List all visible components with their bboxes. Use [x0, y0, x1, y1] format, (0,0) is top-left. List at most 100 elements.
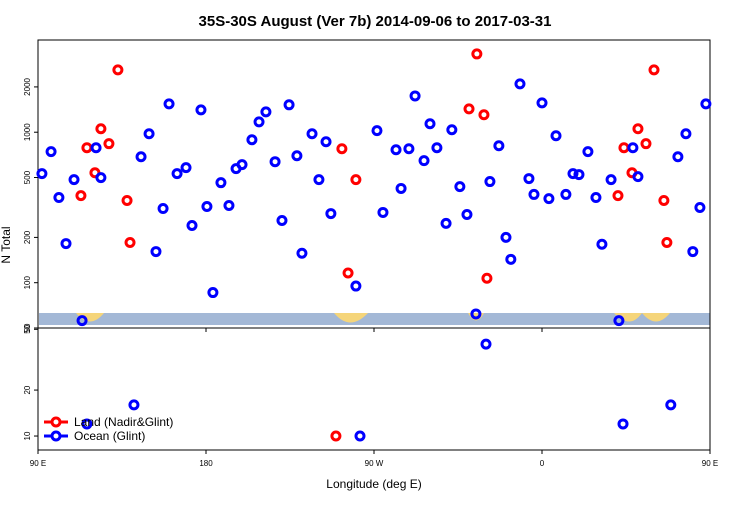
y-tick-label: 20	[23, 385, 32, 394]
point	[431, 142, 443, 154]
point	[680, 128, 692, 140]
point	[661, 236, 673, 248]
point	[171, 168, 183, 180]
point	[354, 430, 366, 442]
point	[128, 399, 140, 411]
point	[215, 177, 227, 189]
point	[269, 156, 281, 168]
point	[143, 128, 155, 140]
point	[246, 134, 258, 146]
point	[223, 199, 235, 211]
point	[395, 182, 407, 194]
point	[573, 169, 585, 181]
point	[68, 174, 80, 186]
point	[157, 203, 169, 215]
point	[632, 123, 644, 135]
point	[463, 103, 475, 115]
point	[283, 99, 295, 111]
point	[700, 98, 712, 110]
legend-label: Ocean (Glint)	[74, 429, 145, 443]
point	[478, 109, 490, 121]
point	[672, 151, 684, 163]
point	[567, 168, 579, 180]
point	[590, 192, 602, 204]
point	[291, 150, 303, 162]
point	[195, 104, 207, 116]
y-tick-label: 10	[23, 431, 32, 440]
point	[320, 136, 332, 148]
point	[390, 144, 402, 156]
point	[505, 253, 517, 265]
point	[403, 143, 415, 155]
point	[536, 97, 548, 109]
y-tick-label: 50	[23, 324, 32, 333]
point	[350, 174, 362, 186]
point	[500, 231, 512, 243]
point	[296, 247, 308, 259]
point	[418, 155, 430, 167]
point	[481, 272, 493, 284]
point	[461, 208, 473, 220]
point	[617, 418, 629, 430]
point	[446, 124, 458, 136]
x-tick-label: 90 E	[30, 459, 46, 468]
y-tick-label: 50	[23, 323, 32, 332]
point	[612, 190, 624, 202]
point	[336, 143, 348, 155]
point	[694, 202, 706, 214]
point	[658, 194, 670, 206]
point	[523, 173, 535, 185]
point	[90, 142, 102, 154]
point	[124, 236, 136, 248]
y-tick-label: 500	[23, 170, 32, 184]
point	[582, 146, 594, 158]
point	[640, 138, 652, 150]
map-strip	[39, 313, 710, 325]
x-tick-label: 0	[540, 459, 545, 468]
point	[75, 190, 87, 202]
point	[454, 181, 466, 193]
point	[76, 315, 88, 327]
point	[135, 151, 147, 163]
legend-marker	[50, 430, 62, 442]
point	[180, 162, 192, 174]
point	[36, 168, 48, 180]
y-tick-label: 2000	[23, 77, 32, 95]
point	[53, 192, 65, 204]
point	[45, 146, 57, 158]
point	[95, 172, 107, 184]
point	[596, 238, 608, 250]
point	[81, 418, 93, 430]
point	[471, 48, 483, 60]
point	[377, 206, 389, 218]
point	[350, 280, 362, 292]
point	[613, 315, 625, 327]
point	[605, 174, 617, 186]
point	[687, 246, 699, 258]
point	[60, 238, 72, 250]
x-tick-label: 90 W	[365, 459, 384, 468]
point	[409, 90, 421, 102]
legend-label: Land (Nadir&Glint)	[74, 415, 173, 429]
x-tick-label: 90 E	[702, 459, 718, 468]
point	[121, 194, 133, 206]
point	[493, 140, 505, 152]
point	[665, 399, 677, 411]
point	[424, 118, 436, 130]
point	[514, 78, 526, 90]
point	[253, 116, 265, 128]
point	[528, 188, 540, 200]
point	[95, 123, 107, 135]
y-tick-label: 200	[23, 230, 32, 244]
point	[103, 138, 115, 150]
point	[480, 338, 492, 350]
point	[186, 219, 198, 231]
point	[150, 246, 162, 258]
point	[550, 130, 562, 142]
point	[207, 287, 219, 299]
chart-title: 35S-30S August (Ver 7b) 2014-09-06 to 20…	[199, 13, 552, 30]
point	[543, 193, 555, 205]
point	[440, 217, 452, 229]
